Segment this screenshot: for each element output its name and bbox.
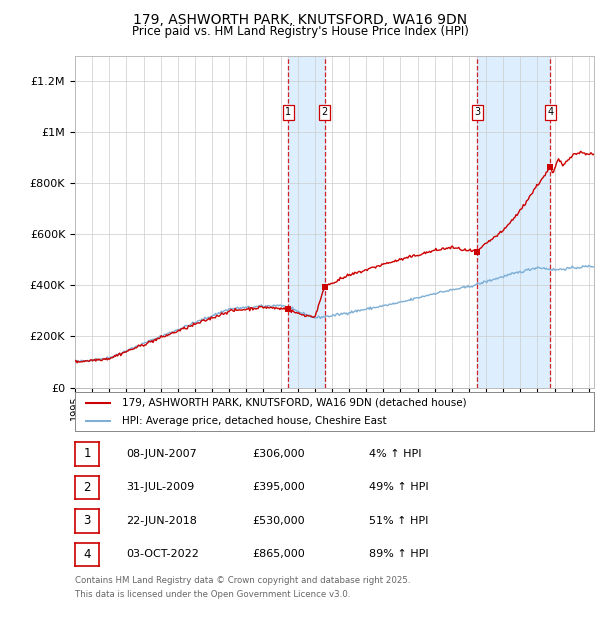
Text: Contains HM Land Registry data © Crown copyright and database right 2025.: Contains HM Land Registry data © Crown c… [75,576,410,585]
Text: 49% ↑ HPI: 49% ↑ HPI [369,482,428,492]
Text: HPI: Average price, detached house, Cheshire East: HPI: Average price, detached house, Ches… [122,415,386,425]
Text: 4: 4 [83,548,91,560]
Text: 2: 2 [322,107,328,117]
Bar [288,56,325,388]
Text: This data is licensed under the Open Government Licence v3.0.: This data is licensed under the Open Gov… [75,590,350,599]
Text: 179, ASHWORTH PARK, KNUTSFORD, WA16 9DN: 179, ASHWORTH PARK, KNUTSFORD, WA16 9DN [133,14,467,27]
Text: £865,000: £865,000 [252,549,305,559]
Text: £530,000: £530,000 [252,516,305,526]
Text: 1: 1 [285,107,291,117]
Text: 3: 3 [83,515,91,527]
Text: £306,000: £306,000 [252,449,305,459]
Text: 51% ↑ HPI: 51% ↑ HPI [369,516,428,526]
Text: 179, ASHWORTH PARK, KNUTSFORD, WA16 9DN (detached house): 179, ASHWORTH PARK, KNUTSFORD, WA16 9DN … [122,398,466,408]
Text: 08-JUN-2007: 08-JUN-2007 [126,449,197,459]
Text: Price paid vs. HM Land Registry's House Price Index (HPI): Price paid vs. HM Land Registry's House … [131,25,469,37]
Text: 03-OCT-2022: 03-OCT-2022 [126,549,199,559]
Text: £395,000: £395,000 [252,482,305,492]
Text: 1: 1 [83,448,91,460]
Text: 89% ↑ HPI: 89% ↑ HPI [369,549,428,559]
Text: 2: 2 [83,481,91,494]
Text: 4: 4 [547,107,553,117]
Text: 3: 3 [474,107,480,117]
Bar [477,56,550,388]
Text: 22-JUN-2018: 22-JUN-2018 [126,516,197,526]
Text: 31-JUL-2009: 31-JUL-2009 [126,482,194,492]
Text: 4% ↑ HPI: 4% ↑ HPI [369,449,421,459]
